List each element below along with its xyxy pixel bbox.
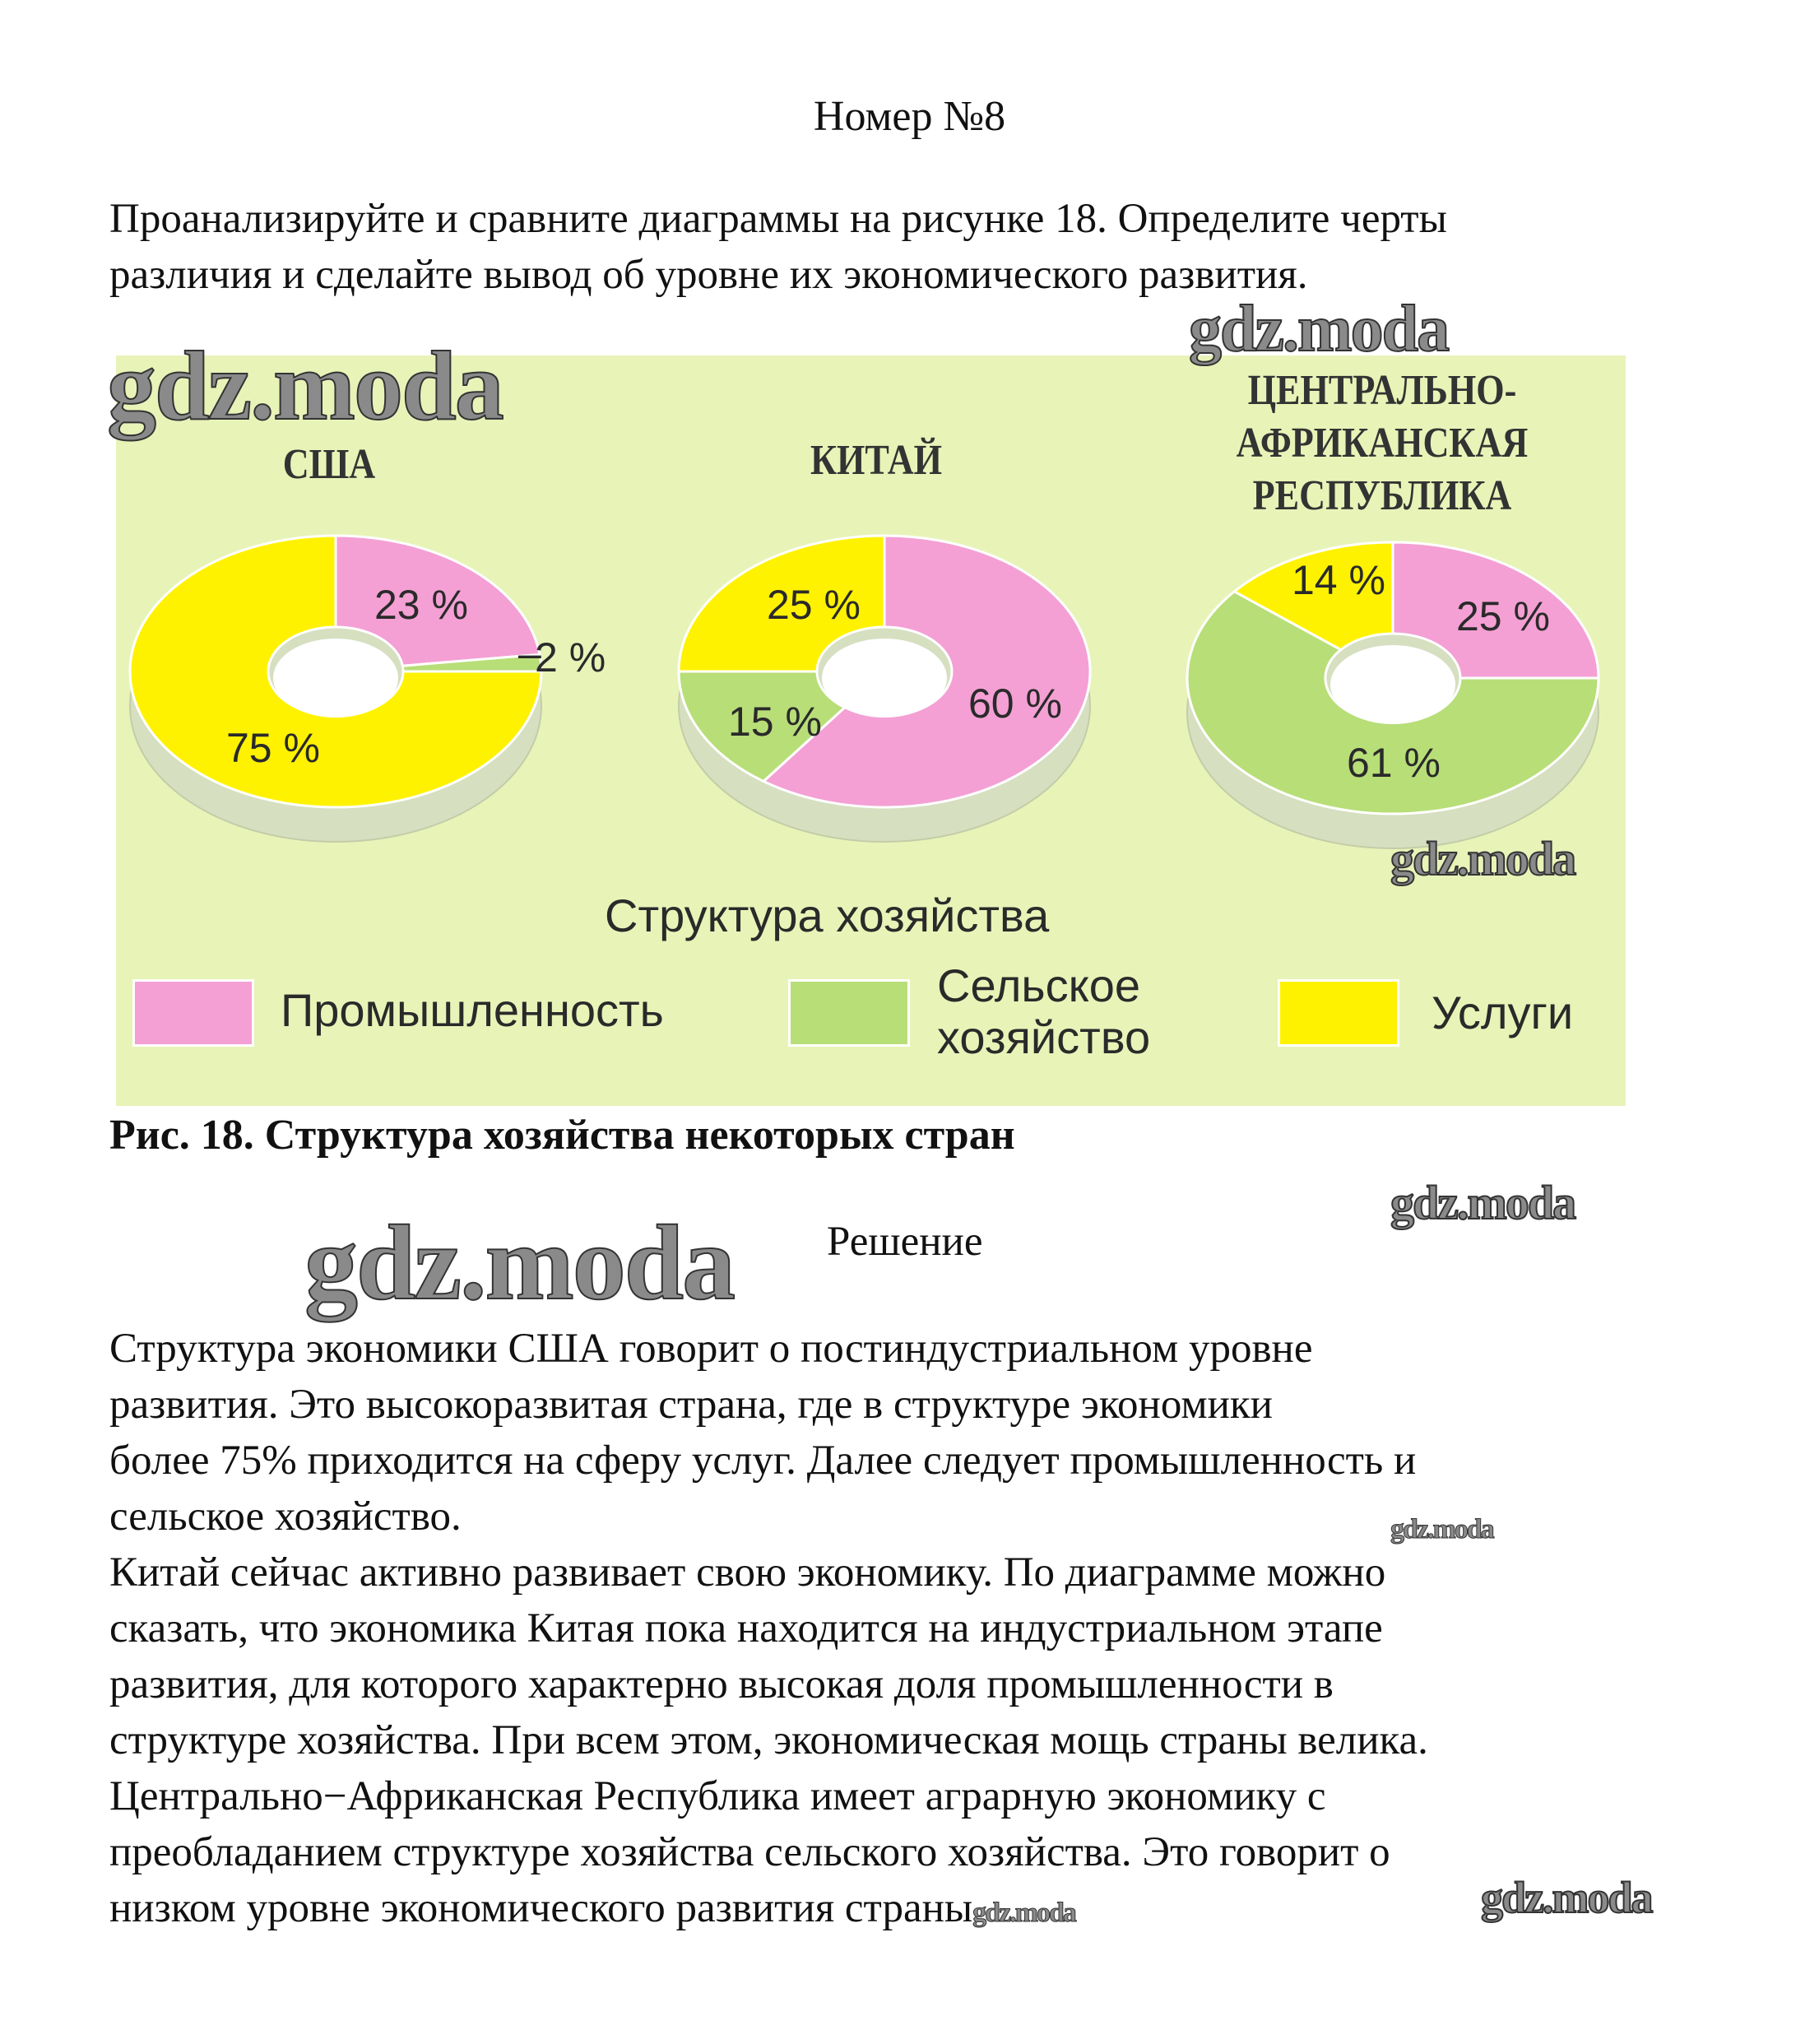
watermark-logo: gdz.moda — [1480, 1872, 1654, 1923]
watermark-logo: gdz.moda — [1390, 831, 1577, 886]
pie-chart — [128, 534, 543, 843]
legend-label: Промышленность — [281, 984, 664, 1036]
pie-slice — [677, 534, 886, 673]
pie-hole — [822, 639, 947, 718]
pie-hole — [1330, 645, 1455, 724]
legend-label: хозяйство — [937, 1011, 1151, 1063]
figure-caption: Рис. 18. Структура хозяйства некоторых с… — [109, 1112, 1015, 1159]
solution-line: сказать, что экономика Китая пока находи… — [109, 1605, 1383, 1651]
data-label: 61 % — [1347, 740, 1441, 786]
pie-hole — [273, 639, 398, 718]
data-label: 14 % — [1292, 557, 1385, 603]
pie-slice — [334, 534, 541, 667]
legend-label: Услуги — [1432, 987, 1574, 1038]
chart-title-car-line: ЦЕНТРАЛЬНО- — [1247, 367, 1517, 414]
data-label: 25 % — [767, 582, 861, 628]
data-label: 2 % — [535, 634, 606, 681]
watermark-logo: gdz.moda — [1390, 1514, 1496, 1545]
legend-label: Сельское — [937, 959, 1140, 1011]
data-label: 75 % — [226, 725, 320, 771]
data-label: 15 % — [728, 699, 822, 745]
watermark-logo: gdz.moda — [304, 1203, 736, 1323]
chart-title-usa: США — [282, 441, 376, 488]
solution-line: развития. Это высокоразвитая страна, где… — [109, 1382, 1273, 1428]
data-label: 25 % — [1456, 593, 1550, 639]
solution-line: Структура экономики США говорит о постин… — [109, 1326, 1313, 1372]
pie-chart — [1186, 541, 1600, 849]
watermark-logo: gdz.moda — [972, 1898, 1078, 1929]
solution-line: низком уровне экономического развития ст… — [109, 1885, 1078, 1931]
chart-title-car-line: АФРИКАНСКАЯ — [1236, 420, 1529, 467]
legend-title: Структура хозяйства — [605, 890, 1050, 941]
pie-chart — [677, 534, 1092, 843]
legend-swatch-industry — [132, 979, 254, 1047]
solution-line: более 75% приходится на сферу услуг. Дал… — [109, 1438, 1417, 1484]
watermark-logo: gdz.moda — [1188, 292, 1450, 366]
task-line: различия и сделайте вывод об уровне их э… — [109, 252, 1308, 298]
solution-line: Китай сейчас активно развивает свою экон… — [109, 1549, 1386, 1596]
solution-line: сельское хозяйство. — [109, 1494, 462, 1540]
data-label: 60 % — [968, 681, 1062, 727]
legend-swatch-agriculture — [788, 979, 910, 1047]
solution-line: структуре хозяйства. При всем этом, экон… — [109, 1717, 1428, 1763]
pie-slice — [677, 670, 847, 783]
pie-slice — [1232, 541, 1394, 652]
pie-slice — [1391, 541, 1600, 680]
solution-line: преобладанием структуре хозяйства сельск… — [109, 1829, 1390, 1875]
legend-swatch-services — [1278, 979, 1399, 1047]
solution-line: Центрально−Африканская Республика имеет … — [109, 1773, 1326, 1819]
solution-heading: Решение — [827, 1219, 983, 1265]
leader-line: – — [518, 630, 541, 676]
pie-slice — [761, 534, 1092, 809]
task-line: Проанализируйте и сравните диаграммы на … — [109, 196, 1447, 242]
page-title: Номер №8 — [813, 93, 1006, 140]
chart-title-car-line: РЕСПУБЛИКА — [1252, 472, 1512, 519]
solution-line: развития, для которого характерно высока… — [109, 1661, 1334, 1707]
watermark-logo: gdz.moda — [1390, 1175, 1577, 1230]
watermark-logo: gdz.moda — [106, 330, 505, 441]
chart-title-china: КИТАЙ — [810, 437, 943, 484]
data-label: 23 % — [374, 582, 468, 628]
